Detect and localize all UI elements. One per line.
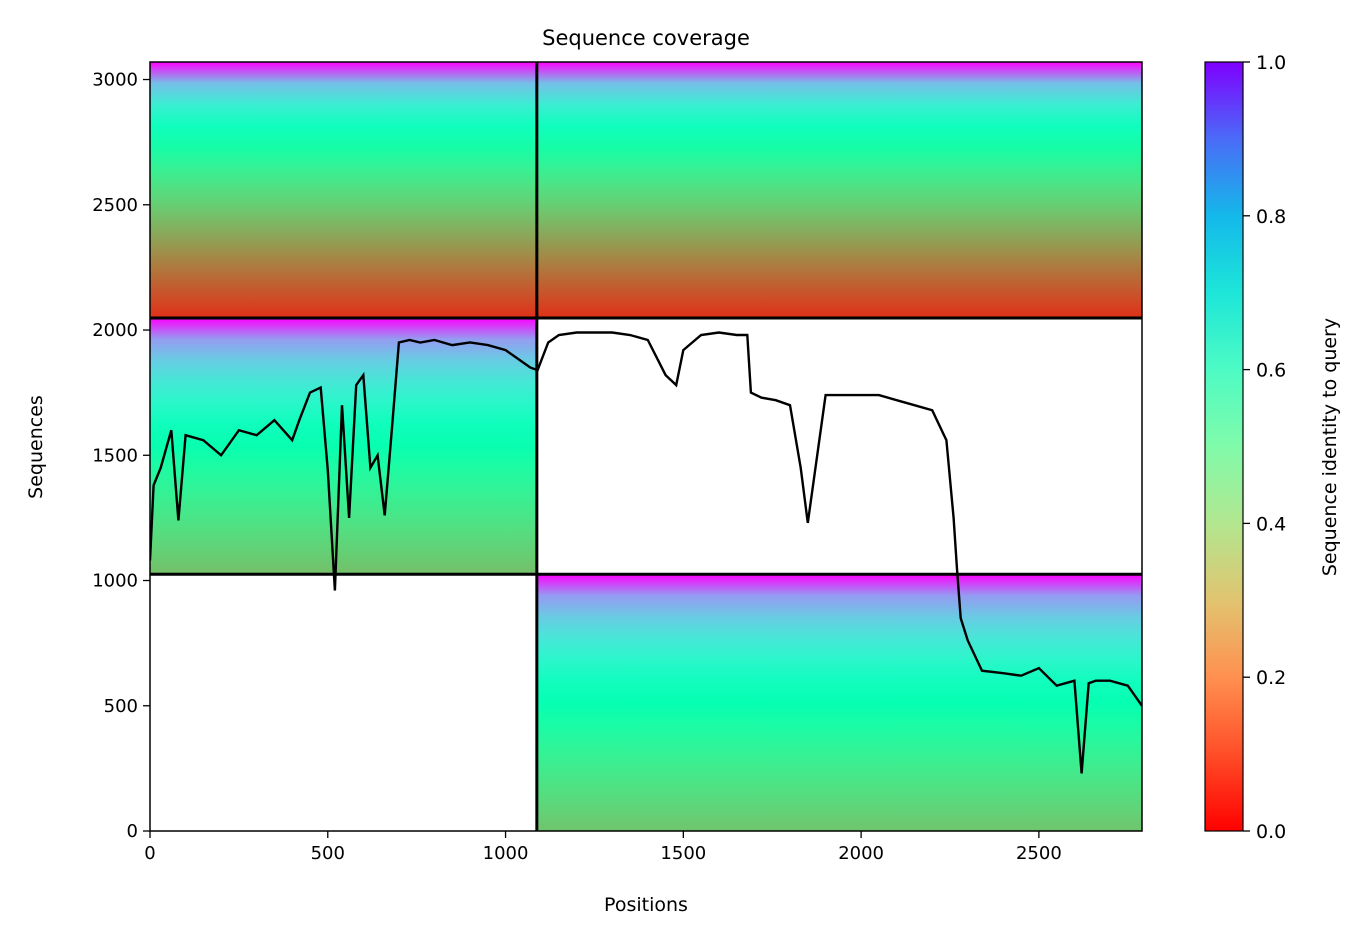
x-tick-label: 2500 <box>1016 843 1062 864</box>
colorbar-tick-label: 0.2 <box>1256 667 1286 689</box>
coverage-block <box>536 574 1142 831</box>
domain-boundaries <box>150 62 1142 831</box>
x-axis-label: Positions <box>604 894 688 916</box>
colorbar-tick-label: 1.0 <box>1256 52 1286 74</box>
coverage-blocks <box>150 62 1142 831</box>
x-axis-ticks: 0 500 1000 1500 2000 2500 <box>144 831 1062 864</box>
colorbar-label: Sequence identity to query <box>1319 318 1341 576</box>
x-tick-label: 0 <box>144 843 155 864</box>
colorbar-tick-label: 0.8 <box>1256 206 1286 228</box>
y-tick-label: 1500 <box>92 445 138 466</box>
y-tick-label: 2500 <box>92 195 138 216</box>
coverage-line <box>150 331 1142 774</box>
colorbar-tick-label: 0.4 <box>1256 513 1286 535</box>
chart-title: Sequence coverage <box>542 26 750 50</box>
x-tick-label: 1500 <box>660 843 706 864</box>
coverage-block <box>536 62 1142 318</box>
x-tick-label: 500 <box>311 843 345 864</box>
colorbar-ticks: 0.0 0.2 0.4 0.6 0.8 1.0 <box>1243 52 1286 843</box>
coverage-block <box>150 62 537 318</box>
colorbar-tick-label: 0.0 <box>1256 821 1286 843</box>
y-axis-label: Sequences <box>25 395 47 499</box>
y-tick-label: 2000 <box>92 320 138 341</box>
y-tick-label: 3000 <box>92 70 138 91</box>
plot-frame <box>149 61 1143 832</box>
y-tick-label: 500 <box>104 696 138 717</box>
colorbar <box>1204 61 1244 832</box>
x-tick-label: 2000 <box>838 843 884 864</box>
y-tick-label: 0 <box>127 821 138 842</box>
y-axis-ticks: 0 500 1000 1500 2000 2500 3000 <box>92 70 150 842</box>
y-tick-label: 1000 <box>92 571 138 592</box>
x-tick-label: 1000 <box>483 843 529 864</box>
colorbar-tick-label: 0.6 <box>1256 360 1286 382</box>
